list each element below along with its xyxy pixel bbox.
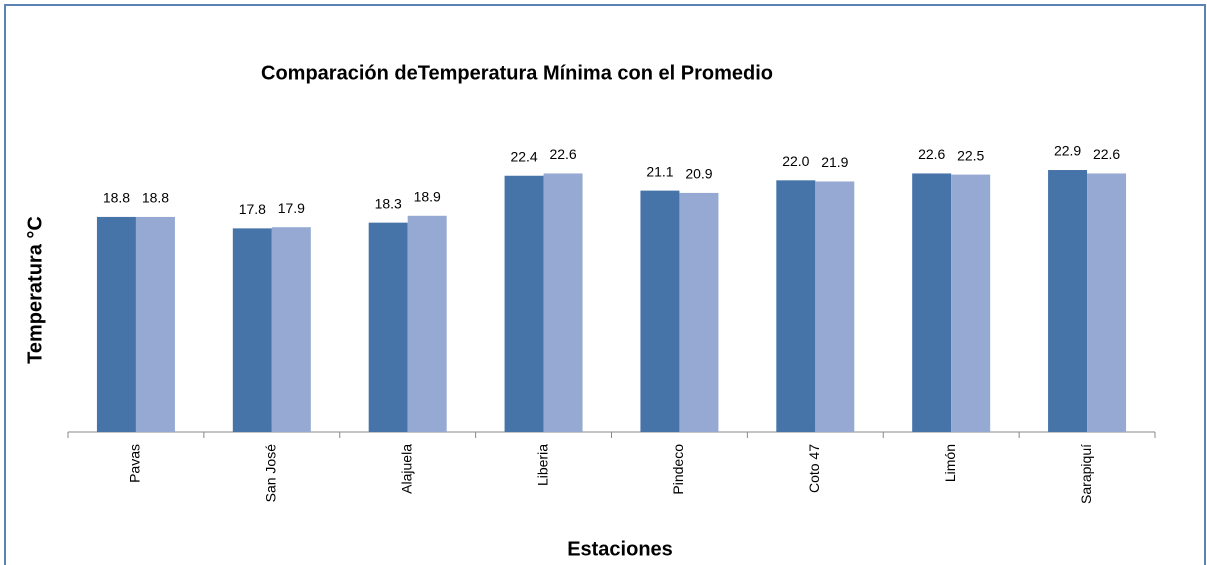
bar bbox=[368, 222, 408, 432]
bar bbox=[96, 216, 136, 432]
x-tick-label: Liberia bbox=[534, 444, 550, 486]
data-label: 20.9 bbox=[685, 166, 712, 182]
data-label: 22.4 bbox=[510, 148, 537, 164]
chart-frame bbox=[4, 4, 1206, 565]
bar bbox=[271, 227, 311, 432]
bar bbox=[912, 173, 952, 432]
x-tick-label: San José bbox=[263, 444, 279, 503]
data-label: 17.8 bbox=[239, 201, 266, 217]
data-label: 22.6 bbox=[549, 146, 576, 162]
x-tick-label: Pindeco bbox=[670, 444, 686, 495]
x-tick-label: Sarapiquí bbox=[1078, 444, 1094, 504]
bar bbox=[1048, 170, 1088, 433]
data-label: 21.1 bbox=[646, 163, 673, 179]
bar bbox=[135, 216, 175, 432]
data-label: 22.0 bbox=[782, 153, 809, 169]
x-tick-label: Coto 47 bbox=[806, 444, 822, 493]
bar bbox=[951, 174, 991, 432]
data-label: 17.9 bbox=[278, 200, 305, 216]
data-label: 18.8 bbox=[103, 190, 130, 206]
bar bbox=[232, 228, 272, 432]
bar bbox=[776, 180, 816, 432]
bar bbox=[1087, 173, 1127, 432]
bar bbox=[815, 181, 855, 432]
data-label: 22.9 bbox=[1054, 143, 1081, 159]
bar bbox=[640, 190, 680, 432]
data-label: 18.3 bbox=[375, 195, 402, 211]
data-label: 18.8 bbox=[142, 190, 169, 206]
bar bbox=[543, 173, 583, 432]
x-axis-label: Estaciones bbox=[567, 538, 673, 560]
bar bbox=[407, 215, 447, 432]
bar bbox=[679, 192, 719, 432]
x-tick-label: Alajuela bbox=[398, 444, 414, 494]
y-axis-label: Temperatura °C bbox=[24, 216, 46, 364]
chart-title: Comparación deTemperatura Mínima con el … bbox=[261, 62, 773, 84]
bar bbox=[504, 175, 544, 432]
x-tick-label: Limón bbox=[942, 444, 958, 482]
data-label: 21.9 bbox=[821, 154, 848, 170]
x-tick-label: Pavas bbox=[127, 444, 143, 483]
data-label: 22.6 bbox=[1093, 146, 1120, 162]
data-label: 22.5 bbox=[957, 147, 984, 163]
data-label: 18.9 bbox=[414, 188, 441, 204]
data-label: 22.6 bbox=[918, 146, 945, 162]
